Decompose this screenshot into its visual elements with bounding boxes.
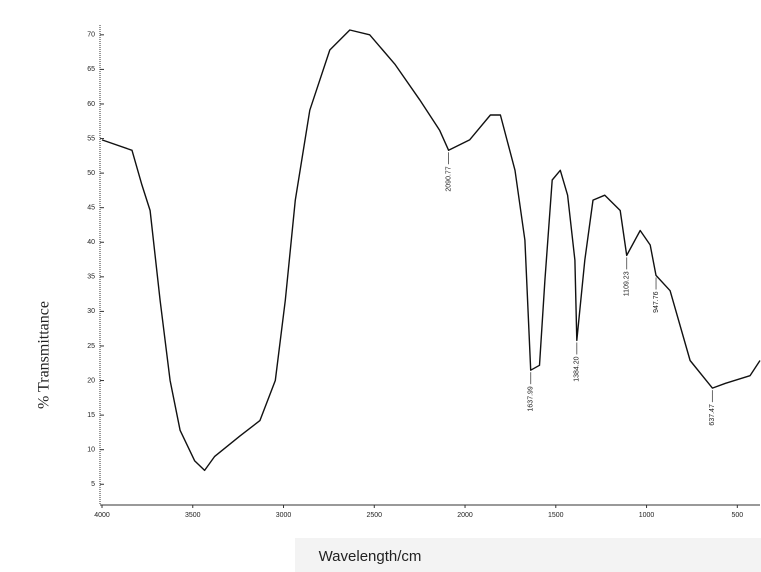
x-tick-label: 2500 [366, 512, 382, 519]
spectrum-line [101, 29, 761, 472]
y-tick-label: 60 [87, 101, 95, 108]
y-tick-label: 50 [87, 170, 95, 177]
x-tick-label: 1000 [639, 512, 655, 519]
x-tick-label: 2000 [457, 512, 473, 519]
annotation-label: 637.47 [709, 404, 716, 426]
y-tick-label: 55 [87, 135, 95, 142]
y-tick-label: 10 [87, 447, 95, 454]
x-tick-label: 500 [731, 512, 743, 519]
y-tick-label: 30 [87, 308, 95, 315]
y-tick-label: 5 [91, 481, 95, 488]
annotation-label: 2090.77 [445, 166, 452, 191]
y-axis-label: % Transmittance [36, 301, 53, 409]
y-tick-label: 40 [87, 239, 95, 246]
annotation-label: 947.76 [653, 291, 660, 313]
annotation-label: 1109.23 [624, 271, 631, 296]
y-tick-label: 45 [87, 205, 95, 212]
y-tick-label: 35 [87, 274, 95, 281]
x-tick-label: 3000 [276, 512, 292, 519]
x-label-box [295, 538, 761, 572]
x-tick-label: 1500 [548, 512, 564, 519]
x-tick-label: 3500 [185, 512, 201, 519]
y-tick-label: 65 [87, 66, 95, 73]
annotation-label: 1384.20 [574, 356, 581, 381]
x-tick-label: 4000 [94, 512, 110, 519]
y-tick-label: 20 [87, 377, 95, 384]
y-tick-label: 15 [87, 412, 95, 419]
x-axis-label: Wavelength/cm [319, 548, 422, 565]
annotation-label: 1637.99 [528, 386, 535, 411]
y-tick-label: 70 [87, 32, 95, 39]
y-tick-label: 25 [87, 343, 95, 350]
